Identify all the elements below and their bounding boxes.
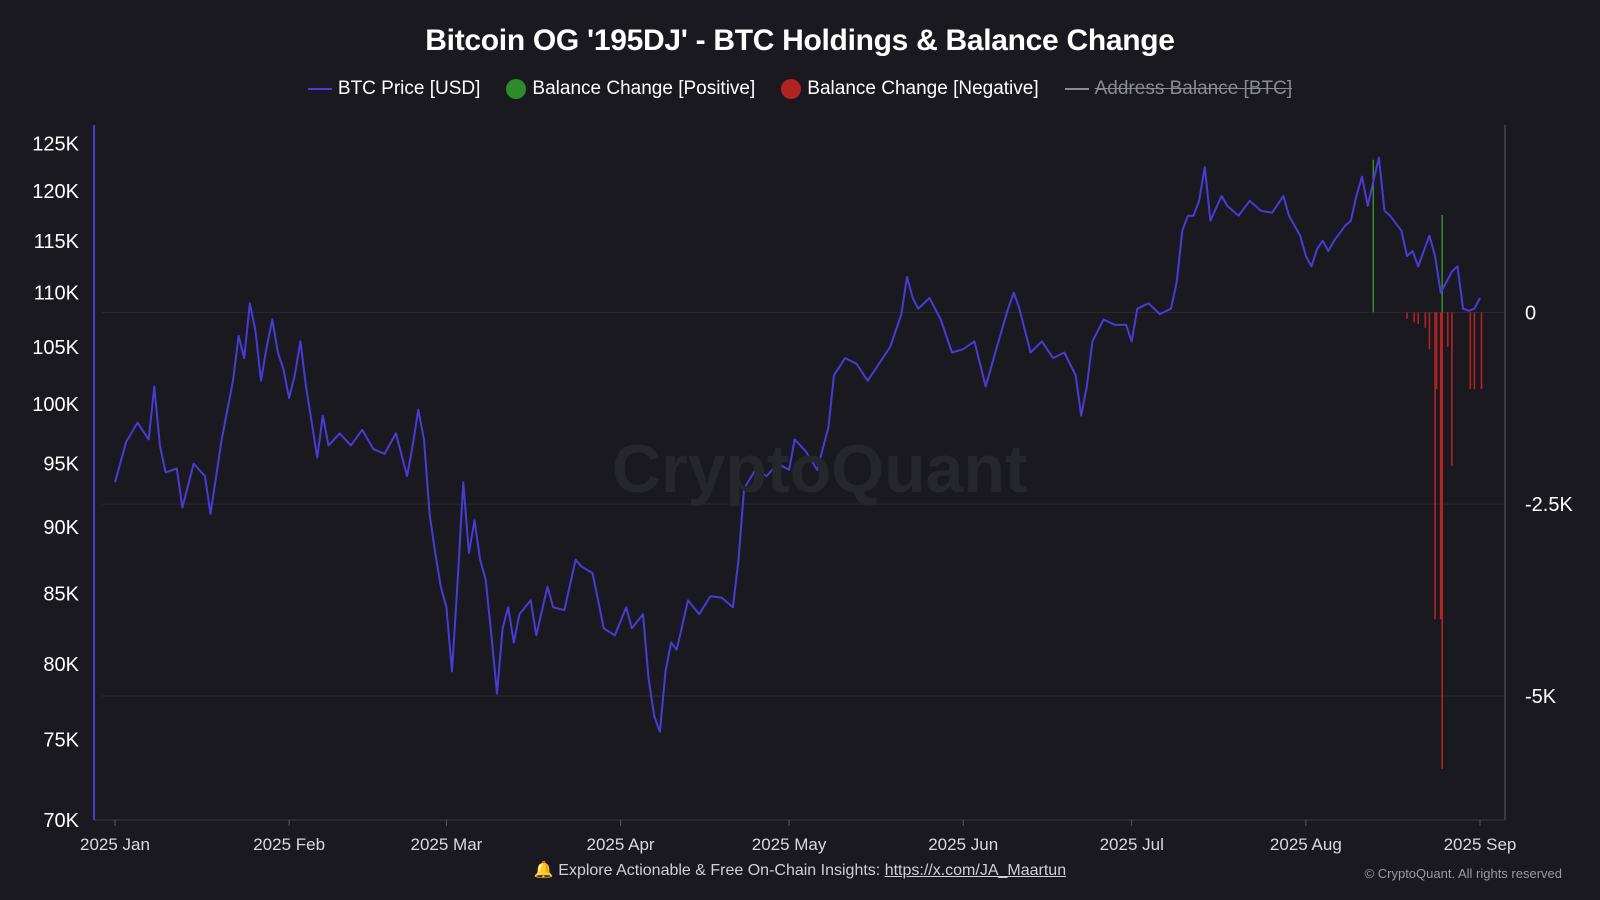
left-tick-label: 115K [34, 231, 80, 253]
legend-label: BTC Price [USD] [337, 78, 481, 99]
legend-label: Address Balance [BTC] [1094, 78, 1293, 99]
x-tick-label: 2025 Aug [1270, 835, 1342, 854]
copyright-text: © CryptoQuant. All rights reserved [1364, 866, 1562, 881]
legend-label: Balance Change [Negative] [807, 78, 1039, 99]
right-axis-ticks: 0 -2.5K -5K [1525, 302, 1573, 708]
btc-price-line[interactable] [114, 156, 1481, 733]
grid-lines [102, 311, 1505, 697]
circle-icon [506, 79, 527, 99]
circle-icon [781, 79, 802, 99]
left-tick-label: 90K [43, 517, 79, 539]
left-tick-label: 85K [43, 583, 79, 605]
left-tick-label: 80K [43, 654, 79, 676]
left-tick-label: 110K [34, 283, 80, 305]
x-tick-label: 2025 Jun [928, 835, 998, 854]
x-tick-label: 2025 Apr [587, 835, 655, 854]
x-tick-label: 2025 Jul [1100, 835, 1164, 854]
legend-item-balance-negative[interactable]: Balance Change [Negative] [781, 78, 1039, 100]
left-axis-ticks: 70K 75K 80K 85K 90K 95K 100K 105K 110K 115K 120K 12… [32, 134, 79, 832]
x-tick-label: 2025 Feb [253, 835, 325, 854]
right-tick-label: -2.5K [1525, 494, 1573, 516]
left-tick-label: 70K [43, 810, 79, 832]
legend-item-address-balance[interactable]: Address Balance [BTC] [1064, 78, 1293, 100]
x-tick-label: 2025 May [752, 835, 827, 854]
left-tick-label: 105K [32, 337, 79, 359]
footer-note: 🔔 Explore Actionable & Free On-Chain Ins… [0, 860, 1600, 880]
left-tick-label: 100K [32, 394, 79, 416]
left-tick-label: 125K [32, 134, 79, 156]
line-icon [1064, 88, 1089, 90]
chart-legend: BTC Price [USD] Balance Change [Positive… [0, 78, 1600, 100]
right-tick-label: 0 [1525, 302, 1536, 324]
x-tick-label: 2025 Sep [1444, 835, 1517, 854]
chart-title: Bitcoin OG '195DJ' - BTC Holdings & Bala… [425, 24, 1175, 57]
footer-text: Explore Actionable & Free On-Chain Insig… [558, 862, 881, 879]
left-tick-label: 120K [32, 181, 79, 203]
line-icon [307, 88, 332, 90]
left-tick-label: 75K [43, 730, 79, 752]
legend-item-balance-positive[interactable]: Balance Change [Positive] [506, 78, 755, 100]
btc-price-line-layer[interactable] [114, 156, 1481, 733]
balance-change-bars[interactable] [1372, 159, 1483, 769]
legend-item-btc-price[interactable]: BTC Price [USD] [307, 78, 481, 100]
chart-axes [93, 125, 1506, 821]
bell-icon: 🔔 [533, 862, 554, 879]
x-axis-ticks: 2025 Jan 2025 Feb 2025 Mar 2025 Apr 2025 May… [80, 820, 1516, 854]
footer-link[interactable]: https://x.com/JA_Maartun [884, 862, 1067, 879]
x-tick-label: 2025 Mar [411, 835, 483, 854]
legend-label: Balance Change [Positive] [532, 78, 756, 99]
left-tick-label: 95K [43, 454, 79, 476]
right-tick-label: -5K [1525, 686, 1557, 708]
x-tick-label: 2025 Jan [80, 835, 150, 854]
